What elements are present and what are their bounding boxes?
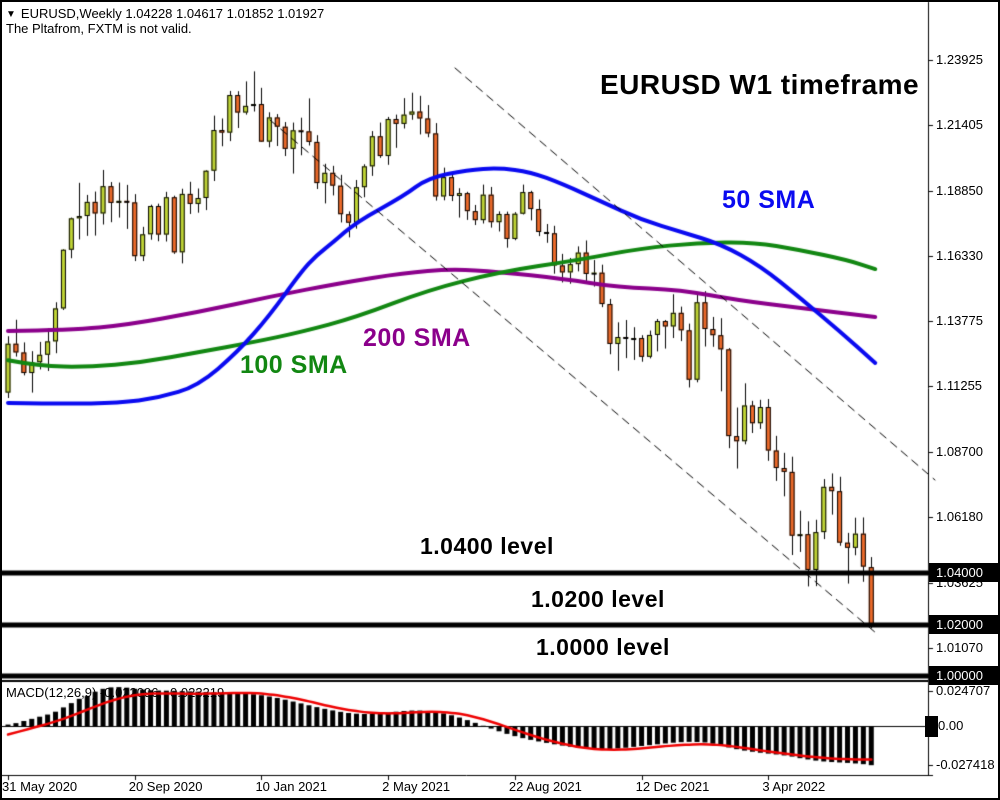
time-axis-label: 2 May 2021 (382, 779, 451, 794)
price-axis-label: 1.13775 (936, 313, 983, 329)
time-axis-label: 31 May 2020 (2, 779, 78, 794)
price-axis-label: 1.23925 (936, 52, 983, 68)
time-axis-label: 12 Dec 2021 (635, 779, 710, 794)
annot-level1000: 1.0000 level (536, 634, 670, 660)
price-axis-label: 1.01070 (936, 640, 983, 656)
annot-title: EURUSD W1 timeframe (600, 69, 920, 100)
time-axis-label: 10 Jan 2021 (255, 779, 328, 794)
annot-level1020: 1.0200 level (531, 586, 665, 612)
price-axis-label: 1.21405 (936, 117, 983, 133)
macd-zero-marker (925, 716, 938, 737)
price-flag-10000: 1.00000 (929, 666, 999, 685)
macd-axis-label: -0.027418 (936, 757, 995, 773)
annot-sma50: 50 SMA (722, 186, 816, 214)
macd-axis-label: 0.00 (938, 718, 964, 733)
symbol-ohlc-text: EURUSD,Weekly 1.04228 1.04617 1.01852 1.… (20, 6, 325, 21)
platform-warning-text: The Pltafrom, FXTM is not valid. (6, 21, 192, 36)
price-axis-label: 1.08700 (936, 444, 983, 460)
price-axis-label: 1.06180 (936, 508, 983, 524)
macd-axis-label: 0.024707 (936, 682, 991, 698)
chart-header: ▼ EURUSD,Weekly 1.04228 1.04617 1.01852 1… (6, 6, 324, 21)
annot-level1040: 1.0400 level (420, 533, 554, 559)
time-axis-label: 22 Aug 2021 (508, 779, 582, 794)
price-axis-label: 1.16330 (936, 247, 983, 263)
symbol-dropdown-icon[interactable]: ▼ (6, 9, 16, 20)
price-flag-10200: 1.02000 (929, 614, 999, 634)
time-axis-label: 20 Sep 2020 (128, 779, 203, 794)
price-flag-10400: 1.04000 (929, 563, 999, 583)
price-axis-label: 1.11255 (936, 378, 983, 394)
price-axis-label: 1.18850 (936, 182, 983, 198)
time-axis-label: 3 Apr 2022 (762, 779, 826, 794)
annot-sma100: 100 SMA (240, 351, 348, 379)
annot-sma200: 200 SMA (363, 324, 471, 352)
